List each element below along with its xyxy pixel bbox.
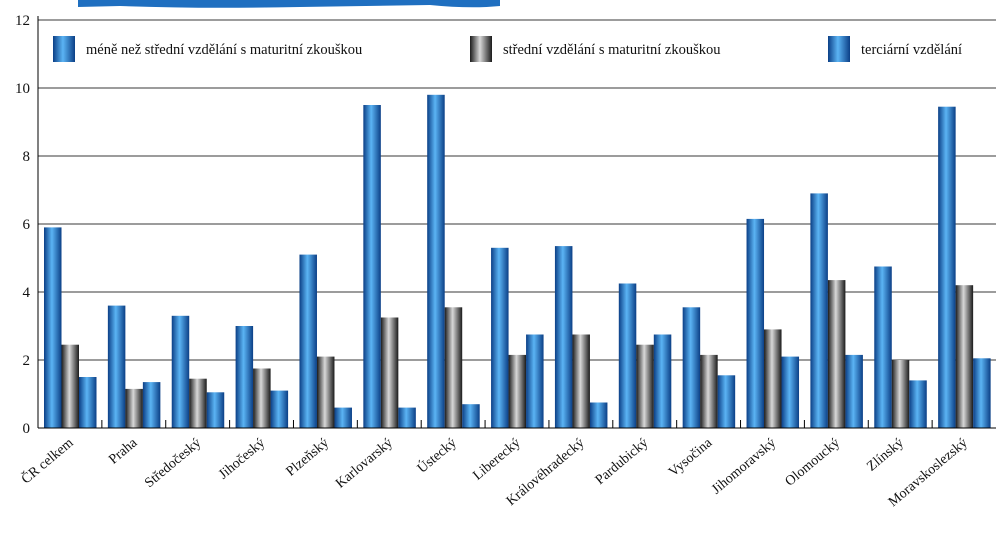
bar [125, 388, 143, 428]
bar [938, 106, 956, 428]
bar [206, 392, 225, 428]
x-tick-label: Karlovarský [333, 436, 396, 492]
bar [682, 307, 701, 428]
bar [299, 254, 317, 428]
bar [526, 334, 544, 428]
bar [44, 227, 62, 428]
x-tick-label: Jihomoravský [709, 436, 779, 498]
x-tick-label: Ústecký [414, 434, 460, 477]
cropped-title-fragment [78, 0, 500, 8]
bar [253, 368, 271, 428]
bar [380, 317, 399, 428]
bar [909, 380, 927, 428]
bar [891, 360, 910, 428]
bar [189, 378, 207, 428]
bar [973, 358, 991, 428]
bar [653, 334, 672, 428]
bar [363, 105, 381, 428]
bar [589, 402, 608, 428]
bar [171, 315, 190, 428]
legend-swatch [53, 36, 75, 62]
x-tick-label: Liberecký [470, 436, 523, 484]
bar [444, 307, 463, 428]
y-tick-label: 6 [23, 217, 31, 233]
bar [764, 329, 782, 428]
x-tick-label: ČR celkem [18, 434, 77, 487]
x-tick-label: Pardubický [593, 436, 651, 488]
bar [717, 375, 736, 428]
bar [235, 326, 254, 428]
x-tick-label: Zlínský [864, 436, 906, 475]
bar [810, 193, 828, 428]
bar [746, 218, 765, 428]
y-tick-label: 4 [23, 285, 31, 301]
bar [572, 334, 590, 428]
x-tick-label: Vysočina [666, 435, 716, 480]
bar [334, 407, 352, 428]
bar [79, 377, 97, 428]
x-tick-label: Olomoucký [783, 436, 843, 490]
bar [491, 247, 509, 428]
legend-label: terciární vzdělání [861, 42, 962, 58]
bar [955, 285, 974, 428]
bar [398, 407, 416, 428]
bar [845, 354, 863, 428]
bar [874, 266, 892, 428]
bar [61, 344, 79, 428]
y-tick-label: 0 [23, 421, 31, 437]
bar [827, 280, 846, 428]
bar [427, 94, 445, 429]
y-tick-label: 10 [15, 81, 30, 97]
x-tick-label: Plzeňský [284, 436, 332, 480]
legend-swatch [470, 36, 492, 62]
bar [554, 246, 573, 428]
bar [618, 283, 637, 428]
legend: méně než střední vzdělání s maturitní zk… [40, 25, 994, 75]
bar [508, 354, 527, 428]
x-tick-label: Jihočeský [216, 436, 268, 483]
y-tick-label: 8 [23, 149, 31, 165]
x-tick-label: Středočeský [142, 436, 204, 491]
legend-swatch [828, 36, 850, 62]
bars [44, 94, 991, 429]
bar [316, 356, 335, 428]
legend-label: méně než střední vzdělání s maturitní zk… [86, 42, 362, 58]
bar [270, 390, 289, 428]
bar [700, 354, 718, 428]
bar [142, 382, 161, 428]
y-tick-label: 2 [23, 353, 31, 369]
bar [107, 305, 126, 428]
bar [636, 344, 654, 428]
bar [781, 356, 800, 428]
bar [462, 404, 480, 428]
y-tick-label: 12 [15, 13, 30, 29]
x-tick-label: Praha [106, 435, 141, 467]
legend-label: střední vzdělání s maturitní zkouškou [503, 42, 720, 58]
